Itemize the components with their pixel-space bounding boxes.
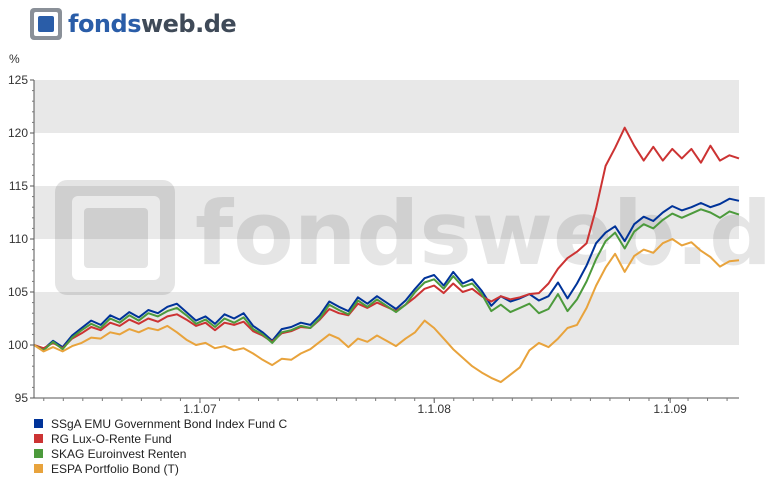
grid-band bbox=[34, 292, 739, 345]
y-axis-label: % bbox=[9, 52, 20, 66]
grid-band bbox=[34, 80, 739, 133]
legend-label: ESPA Portfolio Bond (T) bbox=[51, 461, 179, 476]
grid-bands bbox=[34, 80, 739, 398]
legend-item: RG Lux-O-Rente Fund bbox=[34, 431, 287, 446]
x-tick-label: 1.1.07 bbox=[183, 402, 217, 416]
legend-swatch bbox=[34, 434, 43, 443]
y-tick-label: 110 bbox=[9, 232, 28, 246]
legend-label: SSgA EMU Government Bond Index Fund C bbox=[51, 416, 288, 431]
grid-band bbox=[34, 133, 739, 186]
y-tick-label: 115 bbox=[9, 179, 28, 193]
logo-text-part1: fonds bbox=[68, 10, 141, 38]
y-tick-label: 125 bbox=[8, 73, 28, 87]
watermark-logo-icon bbox=[55, 180, 175, 295]
logo-icon bbox=[30, 8, 62, 40]
legend-label: RG Lux-O-Rente Fund bbox=[51, 431, 172, 446]
watermark-text: fondsweb.de bbox=[195, 182, 770, 285]
logo[interactable]: fondsweb.de bbox=[30, 8, 237, 40]
logo-text: fondsweb.de bbox=[68, 10, 237, 38]
x-tick-label: 1.1.09 bbox=[653, 402, 687, 416]
logo-text-part2: web bbox=[140, 10, 196, 38]
x-tick-label: 1.1.08 bbox=[418, 402, 452, 416]
legend-swatch bbox=[34, 449, 43, 458]
legend-item: ESPA Portfolio Bond (T) bbox=[34, 461, 287, 476]
y-tick-label: 100 bbox=[8, 338, 28, 352]
grid-band bbox=[34, 186, 739, 239]
logo-text-part3: .de bbox=[195, 10, 237, 38]
legend-item: SSgA EMU Government Bond Index Fund C bbox=[34, 416, 287, 431]
y-tick-label: 95 bbox=[15, 391, 29, 405]
legend-item: SKAG Euroinvest Renten bbox=[34, 446, 287, 461]
axes: 95 100 105 110 115 120 125 1.1.07 1.1.08 1.1.09 bbox=[8, 73, 739, 416]
series-layer bbox=[33, 126, 740, 384]
y-tick-label: 120 bbox=[8, 126, 28, 140]
legend-label: SKAG Euroinvest Renten bbox=[51, 446, 187, 461]
series-line-1 bbox=[33, 197, 740, 351]
series-line-3 bbox=[33, 208, 740, 352]
legend-swatch bbox=[34, 419, 43, 428]
series-line-4 bbox=[33, 238, 740, 384]
y-tick-label: 105 bbox=[8, 285, 28, 299]
legend: SSgA EMU Government Bond Index Fund C RG … bbox=[34, 416, 287, 476]
legend-swatch bbox=[34, 464, 43, 473]
grid-band bbox=[34, 345, 739, 398]
